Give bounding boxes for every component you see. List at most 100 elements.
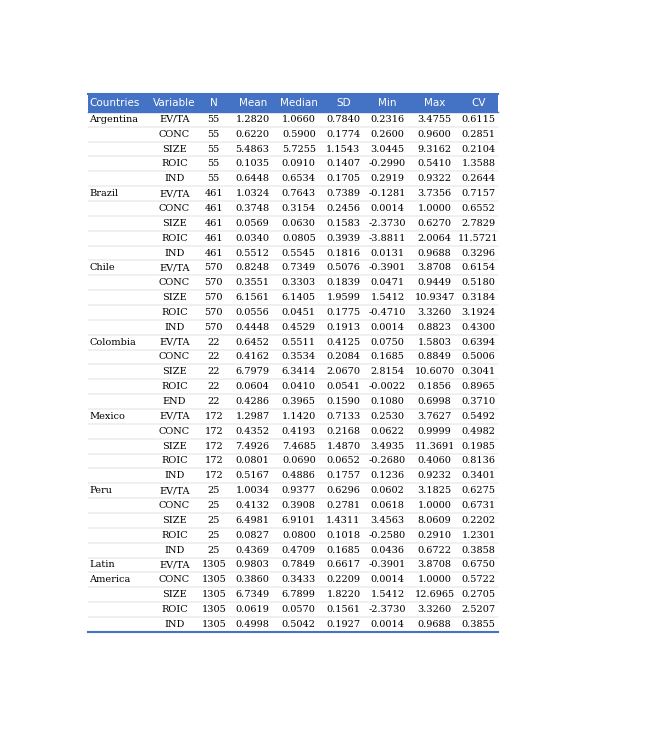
Text: 25: 25 [207,486,220,495]
Text: CONC: CONC [159,130,190,139]
Text: America: America [90,575,130,584]
Text: 0.1407: 0.1407 [326,160,361,168]
Text: 0.4886: 0.4886 [282,471,316,480]
Text: 0.9377: 0.9377 [282,486,316,495]
Text: 1.0000: 1.0000 [417,501,452,510]
Text: 0.4448: 0.4448 [235,323,270,332]
Text: 0.0827: 0.0827 [235,531,270,539]
Text: 1305: 1305 [201,560,226,569]
Text: 55: 55 [207,174,220,183]
Text: EV/TA: EV/TA [159,560,189,569]
Text: 172: 172 [205,471,223,480]
Text: 0.2851: 0.2851 [462,130,496,139]
Text: 1.0660: 1.0660 [282,115,316,124]
Text: 0.0570: 0.0570 [282,605,316,614]
Text: 22: 22 [207,382,220,391]
Text: 0.1913: 0.1913 [326,323,361,332]
Text: 11.3691: 11.3691 [414,441,455,450]
Text: 0.1018: 0.1018 [326,531,361,539]
Text: 570: 570 [205,293,223,302]
Text: 7.4926: 7.4926 [235,441,270,450]
Text: 3.1825: 3.1825 [417,486,452,495]
Text: 5.7255: 5.7255 [282,145,316,154]
Text: 1.5803: 1.5803 [417,338,452,347]
Text: 0.5410: 0.5410 [417,160,452,168]
Text: 8.0609: 8.0609 [417,516,452,525]
Text: 0.5042: 0.5042 [282,620,316,629]
Text: IND: IND [164,471,185,480]
Text: 0.3551: 0.3551 [235,278,270,287]
Text: 0.7643: 0.7643 [282,189,316,198]
Text: 3.4563: 3.4563 [371,516,405,525]
Text: 0.1080: 0.1080 [371,397,404,406]
Text: 7.4685: 7.4685 [282,441,316,450]
Text: 0.2202: 0.2202 [462,516,496,525]
Text: 3.4935: 3.4935 [371,441,405,450]
Text: SIZE: SIZE [162,293,187,302]
Text: 6.3414: 6.3414 [282,367,316,376]
Text: 22: 22 [207,352,220,361]
Text: 3.7356: 3.7356 [417,189,452,198]
Text: IND: IND [164,620,185,629]
Text: Brazil: Brazil [90,189,118,198]
Text: 0.2316: 0.2316 [371,115,405,124]
Text: CONC: CONC [159,575,190,584]
Text: 0.5722: 0.5722 [462,575,496,584]
Text: 0.9232: 0.9232 [417,471,452,480]
Text: 3.3260: 3.3260 [417,605,452,614]
Text: 0.0630: 0.0630 [282,219,316,228]
Text: 25: 25 [207,516,220,525]
Text: 0.2209: 0.2209 [326,575,361,584]
Text: 0.5167: 0.5167 [235,471,270,480]
Text: 0.3858: 0.3858 [462,545,495,554]
Text: 0.3433: 0.3433 [282,575,316,584]
Text: 0.3303: 0.3303 [282,278,316,287]
Text: 0.3908: 0.3908 [282,501,316,510]
Text: -0.3901: -0.3901 [369,560,406,569]
Bar [88,93,498,112]
Text: EV/TA: EV/TA [159,189,189,198]
Text: 0.0622: 0.0622 [371,427,405,436]
Text: 0.0602: 0.0602 [371,486,404,495]
Text: EV/TA: EV/TA [159,338,189,347]
Text: 0.1757: 0.1757 [326,471,361,480]
Text: EV/TA: EV/TA [159,412,189,421]
Text: ROIC: ROIC [161,531,188,539]
Text: 0.8849: 0.8849 [417,352,452,361]
Text: 0.0340: 0.0340 [235,234,270,243]
Text: 570: 570 [205,323,223,332]
Text: -0.2580: -0.2580 [369,531,406,539]
Text: IND: IND [164,323,185,332]
Text: CV: CV [471,98,486,108]
Text: IND: IND [164,249,185,257]
Text: 0.2781: 0.2781 [326,501,361,510]
Text: 0.0690: 0.0690 [282,456,316,465]
Text: ROIC: ROIC [161,308,188,317]
Text: 0.1583: 0.1583 [326,219,361,228]
Text: 570: 570 [205,308,223,317]
Text: 0.2530: 0.2530 [371,412,405,421]
Text: 0.3855: 0.3855 [462,620,495,629]
Text: 0.0750: 0.0750 [371,338,404,347]
Text: 1.2987: 1.2987 [235,412,270,421]
Text: 0.5511: 0.5511 [282,338,316,347]
Text: N: N [210,98,217,108]
Text: 1.0000: 1.0000 [417,575,452,584]
Text: 5.4863: 5.4863 [235,145,270,154]
Text: 0.0910: 0.0910 [282,160,316,168]
Text: 0.5006: 0.5006 [462,352,495,361]
Text: 6.7979: 6.7979 [235,367,270,376]
Text: 0.5900: 0.5900 [282,130,316,139]
Text: 0.0014: 0.0014 [371,323,405,332]
Text: Mexico: Mexico [90,412,125,421]
Text: 3.8708: 3.8708 [417,263,452,272]
Text: 0.4369: 0.4369 [235,545,270,554]
Text: -0.0022: -0.0022 [369,382,406,391]
Text: 0.7157: 0.7157 [462,189,496,198]
Text: 1305: 1305 [201,590,226,600]
Text: 0.6534: 0.6534 [282,174,316,183]
Text: 25: 25 [207,501,220,510]
Text: 10.9347: 10.9347 [414,293,455,302]
Text: -0.1281: -0.1281 [369,189,406,198]
Text: 0.2456: 0.2456 [326,204,361,213]
